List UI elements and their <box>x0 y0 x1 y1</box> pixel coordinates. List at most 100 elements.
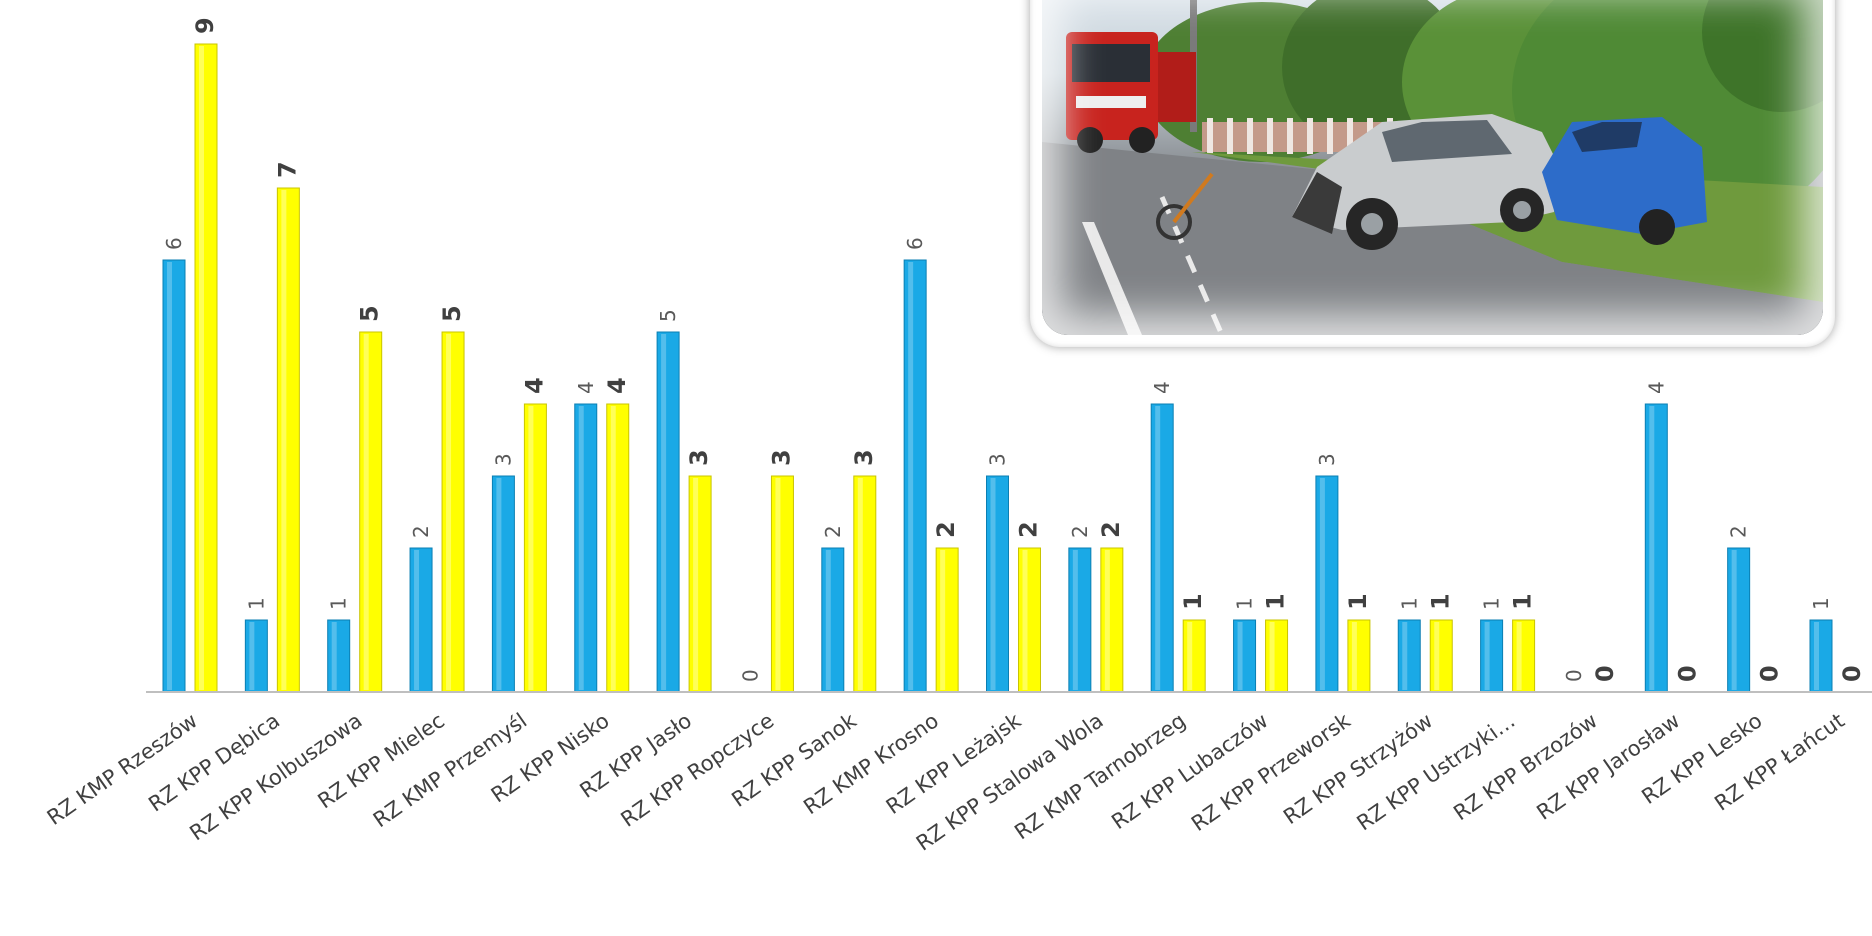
value-label-blue-19: 2 <box>1727 525 1751 538</box>
value-label-yellow-2: 5 <box>356 305 384 322</box>
value-label-blue-14: 3 <box>1315 453 1339 466</box>
bar-yellow-15 <box>1429 619 1453 693</box>
bar-highlight <box>578 406 584 690</box>
bar-highlight <box>1731 550 1737 690</box>
bar-highlight <box>1319 478 1325 690</box>
bar-blue-2 <box>327 619 351 693</box>
value-label-yellow-12: 1 <box>1179 593 1207 610</box>
bar-blue-6 <box>656 331 680 693</box>
bar-blue-9 <box>903 259 927 693</box>
bar-yellow-12 <box>1182 619 1206 693</box>
bar-blue-8 <box>821 547 845 693</box>
bar-highlight <box>249 622 255 690</box>
bar-blue-4 <box>491 475 515 693</box>
value-label-blue-15: 1 <box>1397 597 1421 610</box>
bar-highlight <box>1072 550 1078 690</box>
bar-yellow-1 <box>276 187 300 693</box>
value-label-yellow-14: 1 <box>1344 593 1372 610</box>
value-label-yellow-13: 1 <box>1262 593 1290 610</box>
accident-photo-frame <box>1030 0 1835 347</box>
bar-yellow-5 <box>606 403 630 693</box>
bar-highlight <box>167 262 172 690</box>
value-label-blue-0: 6 <box>162 237 186 250</box>
bar-highlight <box>1022 550 1028 690</box>
value-label-yellow-7: 3 <box>767 449 795 466</box>
bar-blue-20 <box>1809 619 1833 693</box>
value-label-yellow-3: 5 <box>438 305 466 322</box>
bar-highlight <box>1649 406 1655 690</box>
value-label-yellow-17: 0 <box>1591 665 1619 682</box>
value-label-blue-18: 4 <box>1644 381 1668 394</box>
bar-highlight <box>990 478 996 690</box>
bar-highlight <box>825 550 831 690</box>
value-label-yellow-18: 0 <box>1673 665 1701 682</box>
value-label-yellow-6: 3 <box>685 449 713 466</box>
bar-blue-1 <box>244 619 268 693</box>
bar-highlight <box>1402 622 1408 690</box>
value-label-blue-1: 1 <box>244 597 268 610</box>
value-label-blue-6: 5 <box>656 309 680 322</box>
bar-yellow-2 <box>359 331 383 693</box>
category-label-10: RZ KPP Leżajsk <box>882 708 1026 819</box>
bar-highlight <box>528 406 534 690</box>
bar-yellow-7 <box>770 475 794 693</box>
bar-highlight <box>496 478 502 690</box>
bar-highlight <box>693 478 699 690</box>
bar-highlight <box>1434 622 1440 690</box>
bar-yellow-0 <box>194 43 218 693</box>
value-label-yellow-1: 7 <box>273 161 301 178</box>
bar-highlight <box>1187 622 1193 690</box>
bar-highlight <box>775 478 781 690</box>
value-label-yellow-4: 4 <box>520 377 548 394</box>
bar-blue-10 <box>986 475 1009 693</box>
bar-blue-15 <box>1397 619 1421 693</box>
bar-highlight <box>363 334 369 690</box>
bar-yellow-11 <box>1100 547 1124 693</box>
value-label-yellow-15: 1 <box>1426 593 1454 610</box>
bar-yellow-14 <box>1347 619 1371 693</box>
value-label-blue-4: 3 <box>491 453 515 466</box>
bar-highlight <box>1516 622 1522 690</box>
bar-blue-12 <box>1150 403 1174 693</box>
bar-highlight <box>661 334 667 690</box>
value-label-blue-8: 2 <box>821 525 845 538</box>
bar-highlight <box>331 622 337 690</box>
bar-highlight <box>1269 622 1275 690</box>
value-label-blue-5: 4 <box>574 381 598 394</box>
value-label-blue-9: 6 <box>903 237 927 250</box>
value-label-blue-7: 0 <box>738 669 762 682</box>
bar-yellow-9 <box>935 547 959 693</box>
bar-blue-19 <box>1727 547 1751 693</box>
value-label-yellow-19: 0 <box>1756 665 1784 682</box>
bar-yellow-16 <box>1512 619 1536 693</box>
value-label-blue-17: 0 <box>1562 669 1586 682</box>
category-label-9: RZ KMP Krosno <box>799 708 943 819</box>
category-label-0: RZ KMP Rzeszów <box>43 708 202 829</box>
bar-highlight <box>940 550 946 690</box>
value-label-blue-20: 1 <box>1809 597 1833 610</box>
bar-highlight <box>281 190 287 690</box>
value-label-yellow-9: 2 <box>932 521 960 538</box>
bar-highlight <box>908 262 914 690</box>
bar-yellow-6 <box>688 475 712 693</box>
bar-blue-11 <box>1068 547 1092 693</box>
bar-highlight <box>1237 622 1243 690</box>
value-label-yellow-5: 4 <box>603 377 631 394</box>
value-label-blue-12: 4 <box>1150 381 1174 394</box>
value-label-blue-13: 1 <box>1233 597 1257 610</box>
value-label-yellow-11: 2 <box>1097 521 1125 538</box>
bar-yellow-4 <box>523 403 547 693</box>
bar-yellow-8 <box>853 475 877 693</box>
value-label-blue-2: 1 <box>327 597 351 610</box>
bar-blue-3 <box>409 547 433 693</box>
bar-yellow-10 <box>1018 547 1041 693</box>
bar-highlight <box>1155 406 1161 690</box>
value-label-blue-16: 1 <box>1480 597 1504 610</box>
value-label-yellow-10: 2 <box>1015 521 1043 538</box>
value-label-yellow-20: 0 <box>1838 665 1866 682</box>
value-label-blue-3: 2 <box>409 525 433 538</box>
category-label-17: RZ KPP Brzozów <box>1449 708 1602 825</box>
bar-highlight <box>446 334 452 690</box>
value-label-blue-10: 3 <box>986 453 1010 466</box>
